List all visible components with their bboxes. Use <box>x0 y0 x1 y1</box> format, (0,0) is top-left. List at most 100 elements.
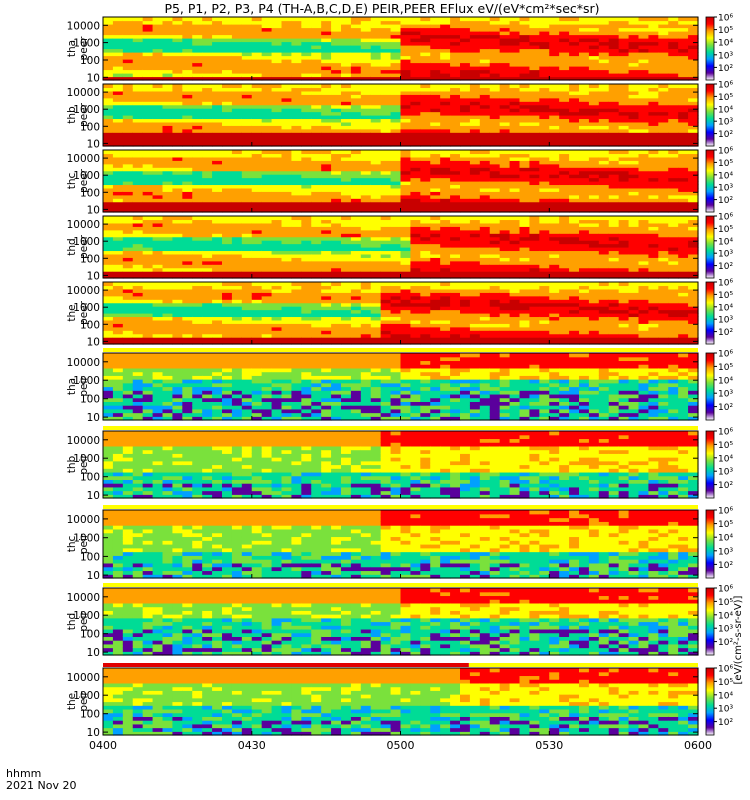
spectrogram-cell <box>132 288 144 293</box>
spectrogram-cell <box>569 236 580 241</box>
spectrogram-cell <box>628 264 640 269</box>
spectrogram-cell <box>122 87 134 92</box>
spectrogram-cell <box>132 274 144 279</box>
spectrogram-cell <box>341 142 352 147</box>
spectrogram-cell <box>658 229 669 234</box>
spectrogram-cell <box>678 115 689 120</box>
spectrogram-cell <box>321 59 332 64</box>
spectrogram-cell <box>103 150 114 155</box>
spectrogram-cell <box>400 76 412 81</box>
spectrogram-cell <box>450 118 461 123</box>
spectrogram-cell <box>261 170 273 175</box>
spectrogram-cell <box>122 236 134 241</box>
spectrogram-cell <box>588 139 600 144</box>
spectrogram-cell <box>579 101 590 106</box>
spectrogram-cell <box>618 17 630 22</box>
spectrogram-cell <box>380 282 392 287</box>
spectrogram-cell <box>380 142 392 147</box>
spectrogram-cell <box>251 285 263 290</box>
spectrogram-cell <box>380 330 392 335</box>
spectrogram-cell <box>350 222 362 227</box>
spectrogram-cell <box>658 38 669 43</box>
spectrogram-cell <box>549 250 560 255</box>
spectrogram-cell <box>380 62 392 67</box>
spectrogram-cell <box>569 163 580 168</box>
spectrogram-cell <box>479 115 491 120</box>
spectrogram-cell <box>628 205 640 210</box>
spectrogram-cell <box>162 187 174 192</box>
spectrogram-cell <box>450 17 461 22</box>
spectrogram-cell <box>152 17 164 22</box>
spectrogram-cell <box>410 150 421 155</box>
spectrogram-cell <box>162 226 174 231</box>
spectrogram-cell <box>360 167 372 172</box>
spectrogram-cell <box>579 240 590 245</box>
spectrogram-cell <box>628 27 640 32</box>
spectrogram-cell <box>588 55 600 60</box>
spectrogram-cell <box>648 160 659 165</box>
spectrogram-cell <box>212 330 223 335</box>
spectrogram-cell <box>668 52 679 57</box>
spectrogram-cell <box>638 201 650 206</box>
spectrogram-cell <box>509 267 521 272</box>
spectrogram-cell <box>390 118 402 123</box>
spectrogram-cell <box>281 104 293 109</box>
spectrogram-cell <box>172 181 183 186</box>
spectrogram-cell <box>261 27 273 32</box>
spectrogram-cell <box>360 288 372 293</box>
spectrogram-cell <box>132 104 144 109</box>
spectrogram-cell <box>122 257 134 262</box>
spectrogram-cell <box>509 264 521 269</box>
spectrogram-cell <box>182 153 193 158</box>
spectrogram-cell <box>281 90 293 95</box>
spectrogram-cell <box>618 271 630 276</box>
spectrogram-cell <box>618 111 630 116</box>
spectrogram-cell <box>668 87 679 92</box>
spectrogram-cell <box>678 17 689 22</box>
spectrogram-cell <box>231 135 243 140</box>
spectrogram-cell <box>598 184 610 189</box>
spectrogram-cell <box>638 24 650 29</box>
spectrogram-cell <box>281 260 293 265</box>
spectrogram-cell <box>618 240 630 245</box>
spectrogram-cell <box>103 194 114 199</box>
spectrogram-cell <box>390 240 402 245</box>
spectrogram-cell <box>450 139 461 144</box>
spectrogram-cell <box>222 326 233 331</box>
spectrogram-cell <box>142 184 154 189</box>
spectrogram-cell <box>529 55 540 60</box>
spectrogram-cell <box>648 41 659 46</box>
spectrogram-cell <box>370 59 382 64</box>
spectrogram-cell <box>321 108 332 113</box>
spectrogram-cell <box>152 250 164 255</box>
spectrogram-cell <box>370 229 382 234</box>
spectrogram-cell <box>231 216 243 221</box>
spectrogram-cell <box>549 27 560 32</box>
spectrogram-cell <box>172 27 183 32</box>
spectrogram-cell <box>618 260 630 265</box>
spectrogram-cell <box>678 87 689 92</box>
spectrogram-cell <box>370 326 382 331</box>
spectrogram-cell <box>281 222 293 227</box>
spectrogram-cell <box>678 170 689 175</box>
spectrogram-cell <box>311 247 322 252</box>
spectrogram-cell <box>350 247 362 252</box>
spectrogram-cell <box>142 253 154 258</box>
spectrogram-cell <box>212 250 223 255</box>
spectrogram-cell <box>430 135 441 140</box>
spectrogram-cell <box>251 59 263 64</box>
spectrogram-cell <box>678 125 689 130</box>
spectrogram-cell <box>499 76 511 81</box>
spectrogram-cell <box>301 219 312 224</box>
spectrogram-cell <box>479 253 491 258</box>
spectrogram-cell <box>311 267 322 272</box>
spectrogram-cell <box>251 257 263 262</box>
spectrogram-cell <box>499 201 511 206</box>
spectrogram-cell <box>539 48 550 53</box>
spectrogram-cell <box>350 125 362 130</box>
spectrogram-cell <box>321 243 332 248</box>
spectrogram-cell <box>400 236 412 241</box>
spectrogram-cell <box>618 97 630 102</box>
spectrogram-cell <box>519 101 531 106</box>
spectrogram-cell <box>499 125 511 130</box>
